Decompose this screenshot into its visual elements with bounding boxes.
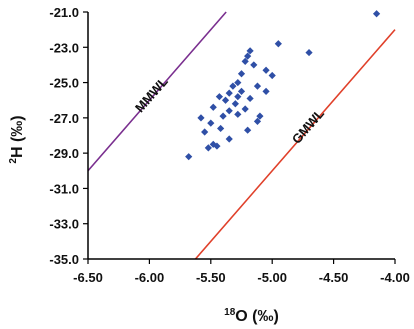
data-point <box>241 57 249 65</box>
data-point <box>234 93 242 101</box>
data-point <box>372 10 381 18</box>
x-axis-title-main: O ( <box>235 308 258 325</box>
x-tick-label: -6.00 <box>135 270 165 285</box>
x-axis-title-close: ) <box>274 308 279 325</box>
data-point <box>213 142 221 150</box>
x-tick-label: -5.50 <box>196 270 226 285</box>
y-tick-label: -35.0 <box>49 252 79 267</box>
data-point <box>217 124 225 133</box>
data-point <box>305 48 313 57</box>
y-axis-title-close: ) <box>9 115 26 120</box>
line-gmwl <box>194 29 396 260</box>
y-axis-title: 2H (‰) <box>8 115 26 163</box>
data-point <box>268 71 276 80</box>
data-point <box>234 110 242 118</box>
data-point <box>246 47 254 55</box>
data-point <box>237 70 246 78</box>
data-points <box>185 10 381 161</box>
line-label-gmwl: GMWL <box>289 106 327 147</box>
y-tick-label: -31.0 <box>49 181 79 196</box>
data-point <box>225 107 233 115</box>
data-point <box>244 126 252 134</box>
data-point <box>229 82 237 90</box>
x-axis-title: 18O (‰) <box>224 307 279 325</box>
data-point <box>253 82 262 90</box>
data-point <box>241 105 249 113</box>
x-tick-label: -4.00 <box>380 270 410 285</box>
data-point <box>237 87 246 95</box>
tick-labels: -21.0 -23.0 -25.0 -27.0 -29.0 -31.0 -33.0 -35.0… <box>49 5 409 285</box>
data-point <box>244 52 252 60</box>
data-point <box>253 117 262 125</box>
data-point <box>185 153 193 161</box>
data-point <box>234 78 242 87</box>
data-point <box>274 40 282 48</box>
data-point <box>221 96 230 104</box>
y-axis-title-superscript: 2 <box>8 158 19 164</box>
y-tick-label: -25.0 <box>49 76 79 91</box>
y-tick-label: -21.0 <box>49 5 79 20</box>
reference-lines <box>87 11 396 260</box>
data-point <box>246 94 254 103</box>
y-tick-label: -29.0 <box>49 146 79 161</box>
y-tick-label: -33.0 <box>49 217 79 232</box>
data-point <box>204 144 212 152</box>
data-point <box>207 119 215 127</box>
data-point <box>231 100 239 108</box>
data-point <box>250 61 258 69</box>
data-point <box>219 112 227 120</box>
data-point <box>215 93 223 101</box>
y-tick-label: -23.0 <box>49 40 79 55</box>
data-point <box>225 135 233 143</box>
data-point <box>262 66 270 74</box>
axes <box>83 11 396 264</box>
y-axis-title-main: H ( <box>9 136 26 158</box>
data-point <box>201 128 209 136</box>
y-tick-label: -27.0 <box>49 111 79 126</box>
data-point <box>225 89 233 97</box>
y-axis-title-unit: ‰ <box>9 121 26 137</box>
x-axis-title-superscript: 18 <box>224 307 236 318</box>
line-mmwl <box>87 11 227 172</box>
data-point <box>209 103 217 111</box>
data-point <box>262 87 270 95</box>
line-label-mmwl: MMWL <box>132 74 171 115</box>
data-point <box>197 114 205 122</box>
x-axis-title-unit: ‰ <box>258 308 274 325</box>
x-tick-label: -4.50 <box>319 270 349 285</box>
data-point <box>256 112 264 120</box>
x-tick-label: -5.00 <box>257 270 287 285</box>
x-tick-label: -6.50 <box>73 270 103 285</box>
